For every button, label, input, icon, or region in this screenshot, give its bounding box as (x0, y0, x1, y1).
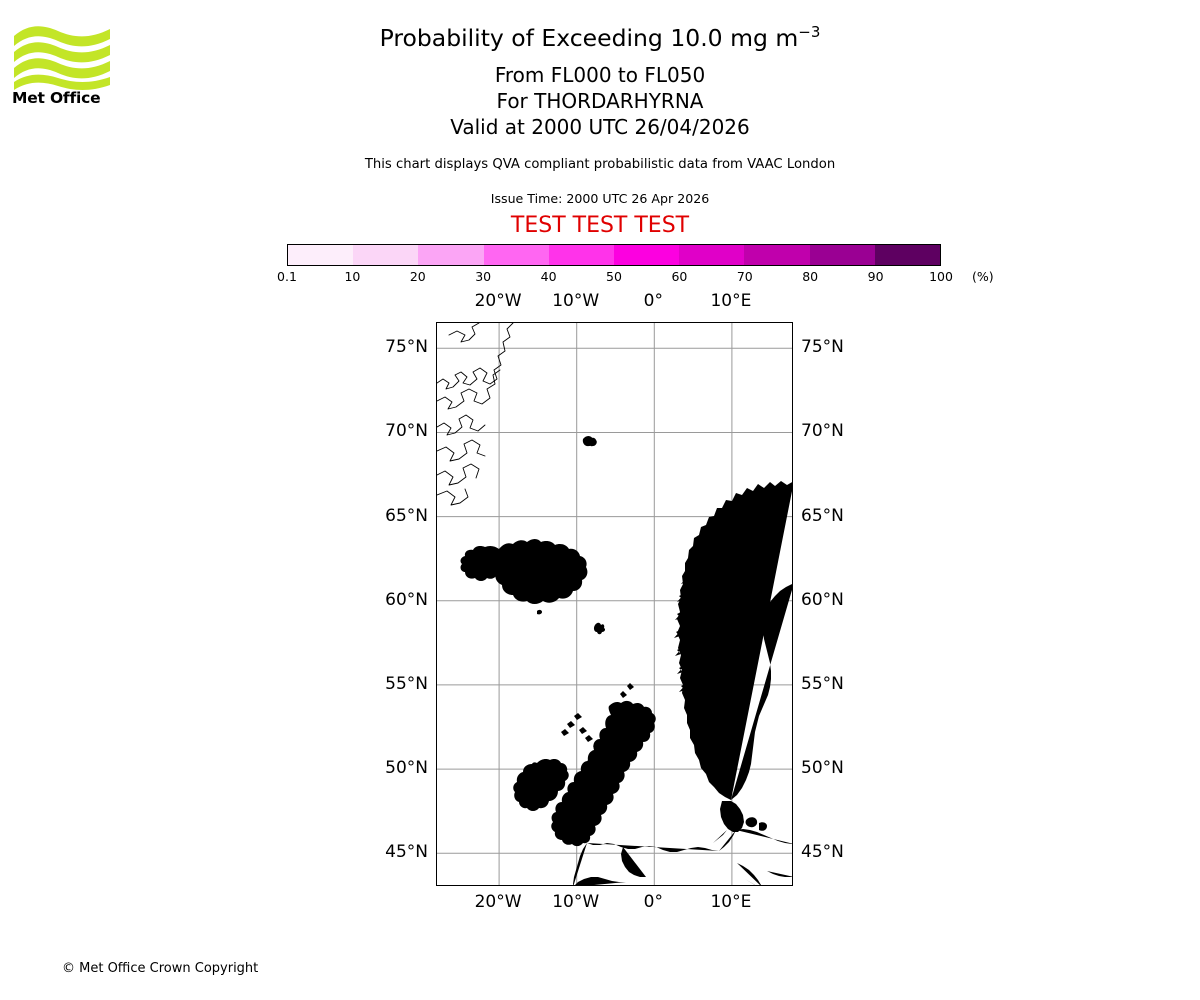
lat-tick-left-50°N: 50°N (385, 758, 428, 779)
probability-colorbar (287, 244, 941, 266)
lat-tick-right-55°N: 55°N (801, 673, 844, 694)
lon-tick-bottom-20°W: 20°W (474, 892, 522, 912)
colorbar-band-60-70 (679, 245, 745, 265)
lat-tick-right-60°N: 60°N (801, 589, 844, 610)
issue-time: Issue Time: 2000 UTC 26 Apr 2026 (490, 191, 710, 206)
lat-tick-left-45°N: 45°N (385, 842, 428, 863)
colorbar-tick-50: 50 (606, 269, 622, 284)
colorbar-band-50-60 (614, 245, 680, 265)
colorbar-tick-40: 40 (540, 269, 557, 284)
ireland-coastline (513, 759, 569, 811)
colorbar-tick-labels: 0.1 10 20 30 40 50 60 70 80 90 100 (277, 269, 953, 287)
colorbar-tick-80: 80 (802, 269, 819, 284)
test-banner: TEST TEST TEST (510, 213, 690, 238)
colorbar-unit-label: (%) (972, 269, 994, 284)
lat-tick-left-65°N: 65°N (385, 505, 428, 526)
lon-tick-top-0°: 0° (643, 291, 663, 311)
colorbar-tick-20: 20 (409, 269, 426, 284)
lat-tick-left-55°N: 55°N (385, 673, 428, 694)
colorbar-tick-70: 70 (736, 269, 753, 284)
lon-tick-bottom-10°E: 10°E (710, 892, 752, 912)
lat-tick-right-65°N: 65°N (801, 505, 844, 526)
met-office-logo: Met Office (12, 22, 112, 114)
lon-tick-top-10°E: 10°E (710, 291, 752, 311)
colorbar-tick-90: 90 (867, 269, 884, 284)
colorbar-band-20-30 (418, 245, 484, 265)
volcano-marker-icon (499, 561, 525, 583)
faroe-islands-coastline (588, 437, 606, 635)
coastlines (437, 323, 514, 506)
lon-tick-bottom-0°: 0° (643, 892, 663, 912)
continental-europe-coastline (573, 829, 792, 885)
iceland-coastline (460, 539, 588, 615)
volcano-subtitle: For THORDARHYRNA (496, 89, 704, 113)
denmark-coastline (720, 801, 767, 832)
page-title-text: Probability of Exceeding 10.0 mg m (379, 24, 799, 52)
colorbar-tick-10: 10 (344, 269, 361, 284)
lat-tick-left-60°N: 60°N (385, 589, 428, 610)
flight-level-subtitle: From FL000 to FL050 (494, 63, 706, 87)
lat-tick-right-45°N: 45°N (801, 842, 844, 863)
valid-time-subtitle: Valid at 2000 UTC 26/04/2026 (450, 115, 750, 139)
lon-tick-top-10°W: 10°W (552, 291, 600, 311)
colorbar-tick-60: 60 (671, 269, 688, 284)
colorbar-tick-30: 30 (475, 269, 492, 284)
lon-tick-bottom-10°W: 10°W (552, 892, 600, 912)
lat-tick-left-75°N: 75°N (385, 337, 428, 358)
scandinavia-coastline (674, 481, 792, 800)
page-title-exponent: −3 (798, 23, 821, 42)
copyright-notice: © Met Office Crown Copyright (62, 961, 259, 976)
great-britain-coastline (551, 683, 656, 847)
colorbar-tick-0.1: 0.1 (277, 269, 297, 284)
lat-tick-right-50°N: 50°N (801, 758, 844, 779)
colorbar-band-70-80 (744, 245, 810, 265)
colorbar-band-30-40 (483, 245, 549, 265)
colorbar-band-80-90 (809, 245, 875, 265)
map-panel (436, 322, 793, 886)
logo-waves-icon (14, 26, 110, 90)
map-canvas (437, 323, 792, 885)
lon-tick-top-20°W: 20°W (474, 291, 522, 311)
logo-text: Met Office (12, 89, 101, 107)
colorbar-band-90-100 (874, 245, 941, 265)
small-island-coastline (582, 436, 594, 447)
qva-note: This chart displays QVA compliant probab… (364, 157, 836, 172)
map-frame (436, 322, 793, 886)
iberia-coastline (575, 877, 626, 885)
colorbar-band-10-20 (353, 245, 419, 265)
colorbar-band-0.1-10 (288, 245, 354, 265)
lat-tick-right-75°N: 75°N (801, 337, 844, 358)
colorbar-bands (287, 244, 941, 266)
lat-tick-right-70°N: 70°N (801, 421, 844, 442)
page-title: Probability of Exceeding 10.0 mg m−3 (0, 23, 1200, 52)
lat-tick-left-70°N: 70°N (385, 421, 428, 442)
colorbar-tick-100: 100 (929, 269, 953, 284)
colorbar-band-40-50 (548, 245, 615, 265)
